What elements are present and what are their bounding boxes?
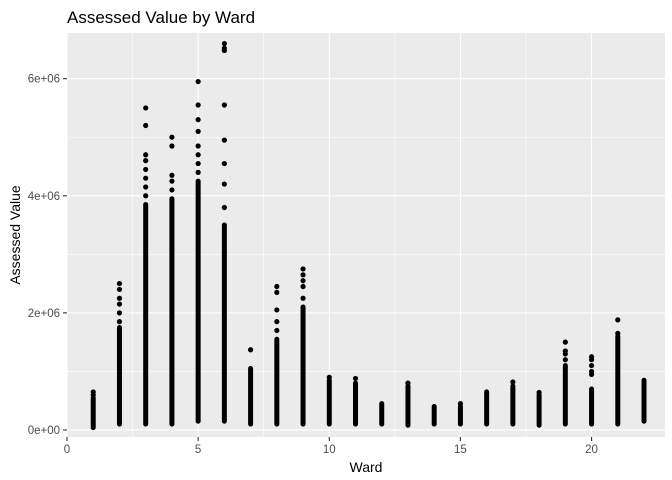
data-point: [221, 137, 227, 143]
data-point: [143, 175, 149, 181]
x-axis-title: Ward: [350, 459, 383, 475]
data-point: [169, 178, 175, 184]
data-point: [116, 295, 123, 301]
ward-17-points: [510, 379, 516, 427]
data-point: [221, 40, 227, 47]
data-point: [221, 204, 227, 211]
data-point: [588, 368, 595, 375]
data-point: [143, 152, 149, 158]
data-point: [300, 295, 306, 301]
ward-21-points: [615, 317, 621, 427]
data-point: [588, 354, 595, 360]
y-tick-label: 4e+06: [28, 191, 60, 203]
x-tick-label: 15: [454, 444, 467, 456]
data-point: [195, 143, 201, 149]
data-point: [195, 102, 201, 108]
data-point: [195, 160, 201, 167]
data-point: [143, 105, 149, 111]
ward-15-points: [457, 401, 464, 427]
data-point: [195, 78, 201, 85]
ward-18-points: [536, 389, 542, 428]
y-axis-title: Assessed Value: [7, 185, 23, 285]
data-point: [326, 374, 332, 380]
ward-4-points: [169, 134, 175, 427]
ward-9-points: [300, 266, 306, 427]
ward-3-points: [143, 105, 149, 427]
data-point: [143, 166, 149, 173]
data-point: [274, 319, 280, 325]
data-point: [195, 117, 201, 123]
ward-1-points: [90, 389, 96, 431]
x-tick-label: 20: [585, 444, 598, 456]
data-point: [300, 272, 306, 278]
ward-13-points: [405, 380, 411, 428]
ward-6-points: [221, 40, 227, 424]
data-point: [143, 193, 149, 199]
data-point: [615, 317, 621, 323]
data-point: [169, 143, 175, 149]
data-point: [143, 184, 149, 190]
data-point: [274, 307, 280, 313]
data-point: [562, 339, 568, 345]
ward-5-points: [195, 78, 201, 424]
data-point: [195, 169, 201, 175]
data-point: [116, 310, 123, 316]
x-axis: 0 5 10 15 20: [64, 437, 598, 456]
data-point: [90, 389, 96, 395]
data-point: [562, 357, 568, 363]
data-point: [300, 283, 306, 290]
ward-8-points: [274, 283, 280, 427]
data-point: [247, 347, 254, 353]
data-point: [116, 286, 123, 293]
data-point: [169, 134, 175, 140]
ward-11-points: [352, 375, 359, 427]
data-point: [221, 160, 227, 167]
data-point: [116, 301, 123, 307]
chart-title: Assessed Value by Ward: [67, 8, 255, 27]
data-point: [300, 278, 306, 284]
data-point: [405, 380, 411, 386]
data-point: [352, 375, 359, 382]
ward-19-points: [562, 339, 568, 427]
data-point: [457, 401, 464, 407]
data-point: [169, 187, 175, 193]
data-point: [116, 319, 123, 325]
data-point: [274, 283, 280, 290]
data-point: [274, 327, 280, 334]
data-point: [116, 280, 123, 287]
data-point: [274, 289, 280, 295]
y-tick-label: 6e+06: [28, 74, 60, 86]
ward-20-points: [588, 354, 595, 427]
ward-10-points: [326, 374, 332, 427]
data-point: [143, 122, 149, 129]
data-point: [562, 348, 568, 354]
plot-panel: [67, 33, 665, 437]
data-point: [169, 172, 175, 178]
data-point: [510, 379, 516, 385]
data-point: [195, 152, 201, 158]
data-point: [195, 128, 201, 134]
data-point: [588, 362, 595, 369]
x-tick-label: 10: [323, 444, 336, 456]
data-point: [300, 266, 306, 272]
data-points: [90, 40, 647, 431]
x-tick-label: 0: [64, 444, 70, 456]
grid-lines: [66, 33, 665, 437]
data-point: [143, 158, 149, 164]
y-axis: 0e+00 2e+06 4e+06 6e+06: [28, 74, 67, 437]
ward-2-points: [116, 280, 123, 427]
x-tick-label: 5: [195, 444, 201, 456]
ward-7-points: [247, 347, 254, 427]
data-point: [221, 102, 227, 108]
data-point: [221, 45, 227, 51]
data-point: [615, 330, 621, 336]
data-point: [536, 389, 542, 396]
y-tick-label: 2e+06: [28, 308, 60, 320]
data-point: [221, 181, 227, 187]
y-tick-label: 0e+00: [28, 425, 60, 437]
